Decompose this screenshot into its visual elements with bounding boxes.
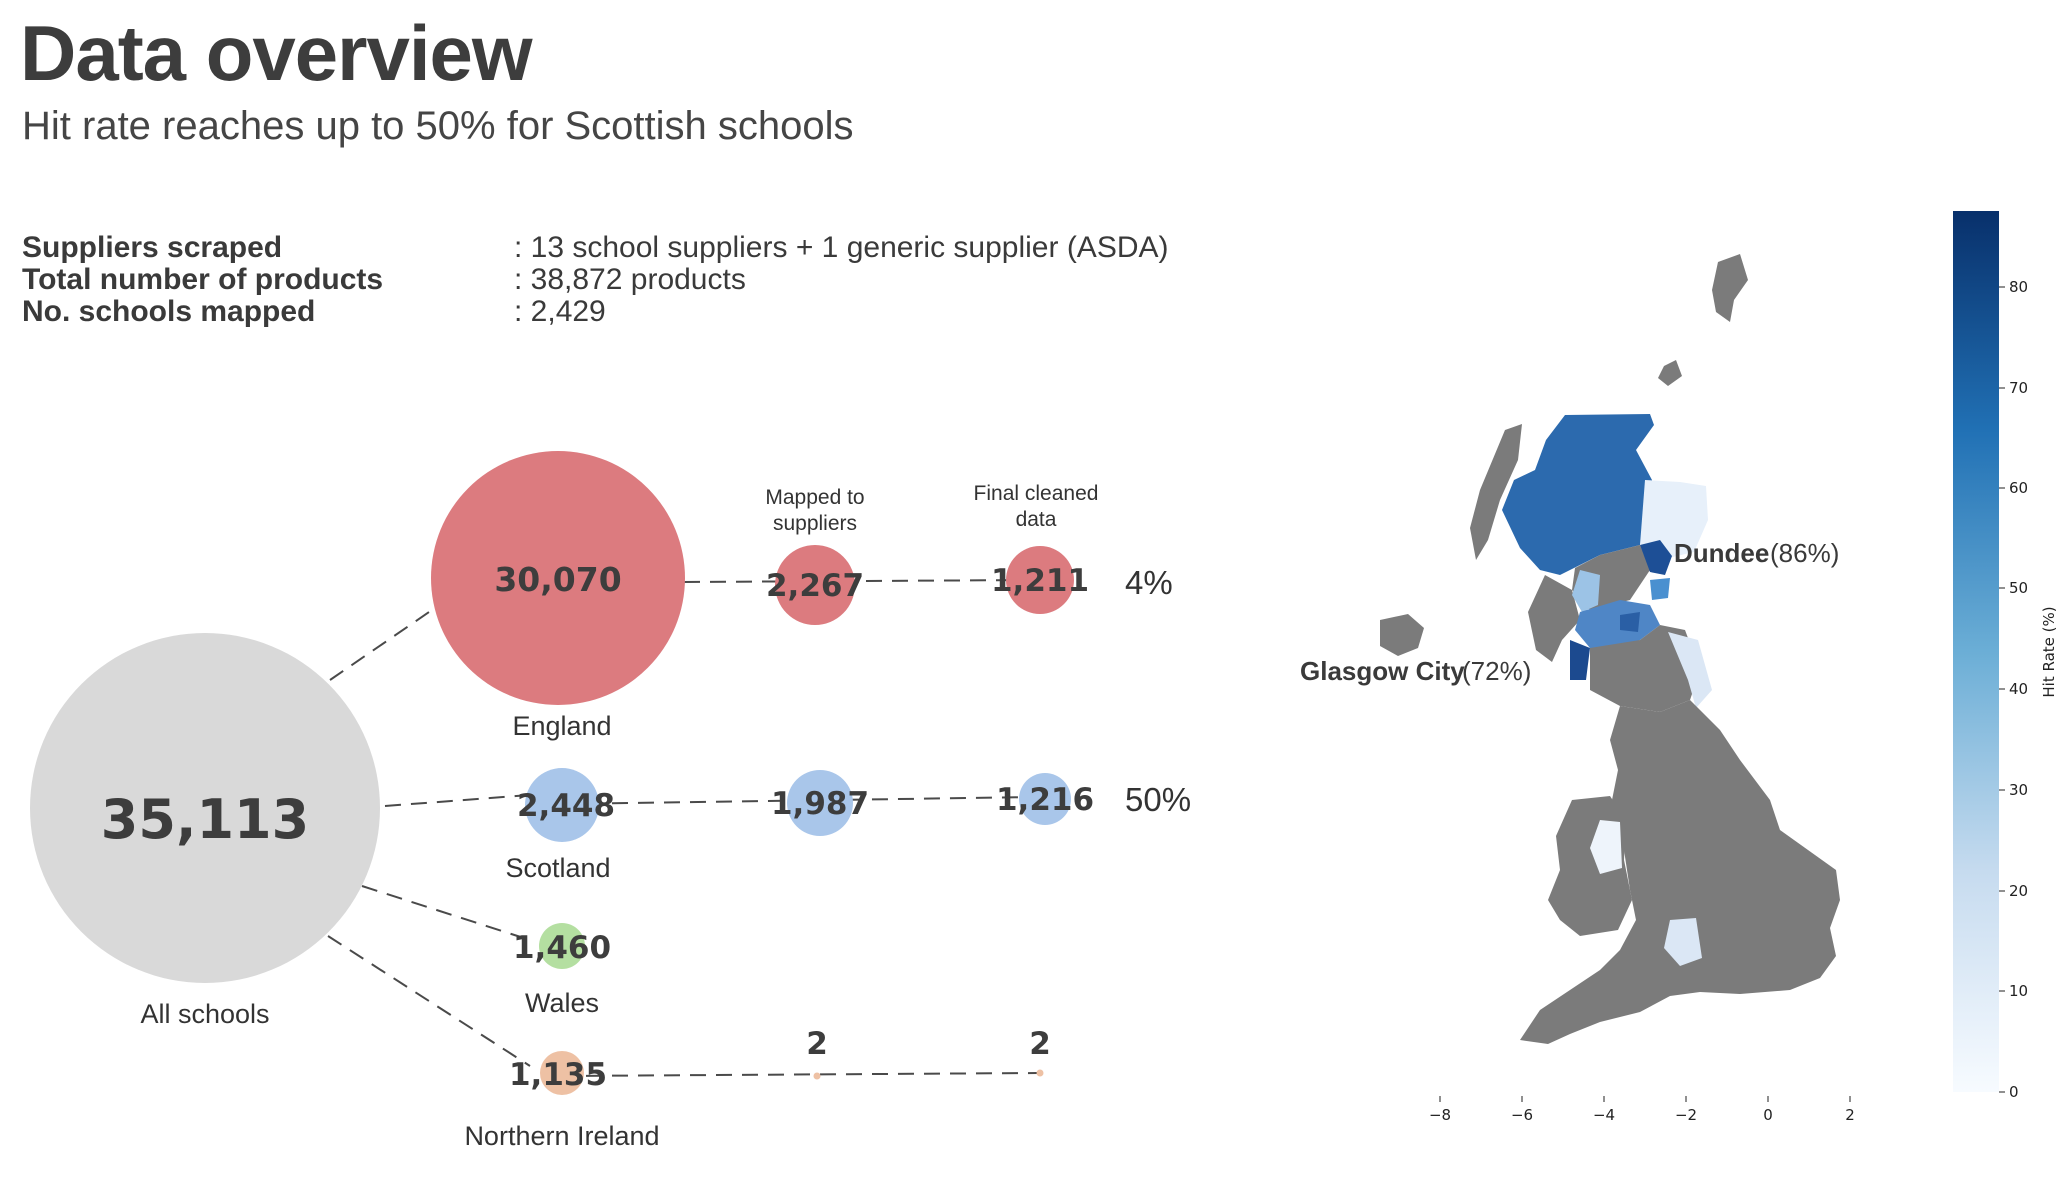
all-schools-label: All schools: [140, 999, 269, 1029]
scotland-label: Scotland: [505, 853, 610, 883]
mapped-header: suppliers: [773, 512, 857, 535]
east-lothian-region: [1668, 632, 1712, 708]
stat-row: No. schools mapped : 2,429: [22, 296, 1169, 328]
northern-ireland-final-bubble: [1036, 1069, 1044, 1077]
all-schools-bubble: [30, 633, 380, 983]
glasgow-annotation: Glasgow City: [1300, 656, 1465, 686]
england-mapped-bubble: [775, 545, 855, 625]
colorbar: [1953, 211, 1999, 1092]
england-all-value: 30,070: [494, 560, 621, 599]
scotland-final-bubble: [1019, 773, 1071, 825]
fife-region: [1650, 578, 1670, 600]
connector-line: [559, 1072, 1039, 1077]
northern-ireland-mapped-value: 2: [806, 1026, 828, 1062]
stat-row: Total number of products : 38,872 produc…: [22, 264, 1169, 296]
outer-hebrides-shape: [1470, 424, 1522, 560]
glasgow-region: [1570, 640, 1590, 680]
aberdeenshire-region: [1640, 480, 1708, 560]
x-tick-label: −2: [1675, 1106, 1697, 1124]
colorbar-tick-label: 0: [2009, 1083, 2019, 1101]
stat-label: Suppliers scraped: [22, 231, 283, 264]
wales-all-value: 1,460: [513, 930, 611, 966]
scotland-bubble: [525, 768, 599, 842]
south-west-light-region: [1664, 918, 1702, 966]
colorbar-tick-label: 20: [2009, 882, 2028, 900]
x-tick-label: 2: [1845, 1106, 1855, 1124]
x-tick-label: −6: [1511, 1106, 1533, 1124]
england-label: England: [512, 711, 611, 741]
central-belt-region: [1620, 612, 1640, 632]
wales-light-region: [1590, 820, 1622, 874]
colorbar-tick-label: 80: [2009, 278, 2028, 296]
colorbar-tick-label: 70: [2009, 379, 2028, 397]
x-tick-label: −8: [1429, 1106, 1451, 1124]
scotland-all-value: 2,448: [517, 788, 615, 824]
stat-label: No. schools mapped: [22, 295, 316, 328]
stats-list: Suppliers scraped : 13 school suppliers …: [22, 232, 1169, 328]
scotland-hit-rate: 50%: [1125, 781, 1191, 818]
x-tick-label: −4: [1593, 1106, 1615, 1124]
colorbar-label: Hit Rate (%): [2040, 606, 2058, 697]
england-final-bubble: [1006, 546, 1074, 614]
northern-ireland-all-value: 1,135: [509, 1057, 607, 1093]
stat-label: Total number of products: [22, 263, 384, 296]
wales-bubble: [539, 923, 585, 969]
connector-line: [384, 794, 531, 807]
argyll-region: [1528, 575, 1580, 662]
page-subtitle: Hit rate reaches up to 50% for Scottish …: [22, 104, 854, 148]
england-final-value: 1,211: [991, 563, 1089, 599]
mapped-header: Mapped to: [765, 486, 864, 509]
borders-region: [1590, 625, 1700, 712]
northern-ireland-final-value: 2: [1029, 1026, 1051, 1062]
england-mapped-value: 2,267: [766, 568, 864, 604]
orkney-shape: [1658, 360, 1682, 386]
colorbar-ticks: 0 10 20 30 40 50 60 70 80: [1999, 278, 2028, 1101]
stat-row: Suppliers scraped : 13 school suppliers …: [22, 232, 1169, 264]
stat-value: : 2,429: [514, 295, 606, 328]
colorbar-tick-label: 10: [2009, 982, 2028, 1000]
highlands-region: [1502, 414, 1654, 575]
wales-shape: [1548, 796, 1632, 936]
wales-label: Wales: [525, 988, 599, 1018]
colorbar-tick-label: 60: [2009, 479, 2028, 497]
england-bubble: [431, 451, 685, 705]
scotland-mapped-bubble: [787, 770, 853, 836]
central-belt-region: [1575, 600, 1660, 650]
colorbar-tick-label: 50: [2009, 579, 2028, 597]
connector-line: [329, 609, 433, 681]
northern-ireland-mapped-bubble: [813, 1072, 821, 1080]
colorbar-tick-label: 40: [2009, 680, 2028, 698]
stat-value: : 13 school suppliers + 1 generic suppli…: [514, 231, 1169, 264]
shetland-shape: [1712, 254, 1748, 322]
x-tick-label: 0: [1763, 1106, 1773, 1124]
perth-region: [1572, 545, 1650, 610]
northern-ireland-shape: [1380, 614, 1424, 656]
scotland-mapped-value: 1,987: [771, 786, 869, 822]
northern-ireland-label: Northern Ireland: [464, 1121, 659, 1151]
final-header: data: [1016, 508, 1057, 531]
glasgow-annotation-detail: (72%): [1462, 656, 1531, 686]
england-hit-rate: 4%: [1125, 564, 1173, 601]
all-schools-value: 35,113: [101, 788, 309, 851]
stat-value: : 38,872 products: [514, 263, 746, 296]
connector-line: [327, 935, 531, 1067]
connector-line: [683, 579, 1041, 583]
scotland-final-value: 1,216: [996, 782, 1094, 818]
dundee-region: [1640, 540, 1672, 575]
connector-lines: [327, 579, 1041, 1077]
stirling-region: [1572, 570, 1600, 612]
funnel-diagram: 35,113 All schools Mapped to suppliers F…: [30, 451, 1191, 1151]
page-title: Data overview: [20, 9, 533, 97]
dundee-annotation: Dundee: [1674, 538, 1769, 568]
map-x-axis: −8 −6 −4 −2 0 2: [1429, 1096, 1855, 1124]
northern-ireland-bubble: [540, 1051, 584, 1095]
final-header: Final cleaned: [974, 482, 1099, 505]
dundee-annotation-detail: (86%): [1770, 538, 1839, 568]
connector-line: [361, 885, 531, 941]
england-shape: [1520, 700, 1840, 1044]
colorbar-tick-label: 30: [2009, 781, 2028, 799]
